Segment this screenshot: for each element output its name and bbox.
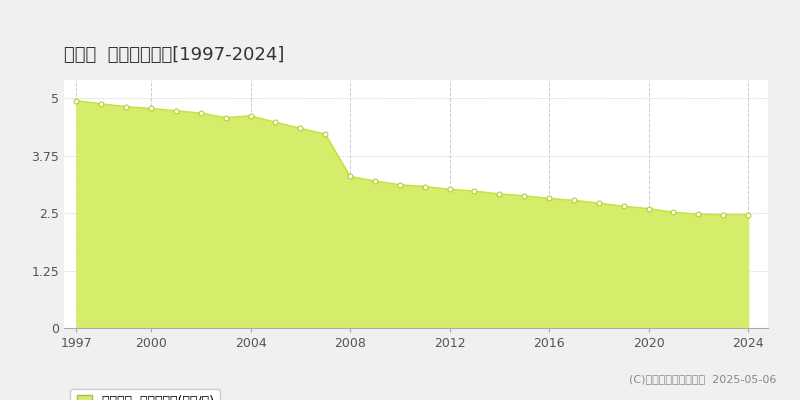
Text: 最上町  基準地価推移[1997-2024]: 最上町 基準地価推移[1997-2024]: [64, 46, 284, 64]
Legend: 基準地価  平均坪単価(万円/坪): 基準地価 平均坪単価(万円/坪): [70, 389, 220, 400]
Text: (C)土地価格ドットコム  2025-05-06: (C)土地価格ドットコム 2025-05-06: [629, 374, 776, 384]
